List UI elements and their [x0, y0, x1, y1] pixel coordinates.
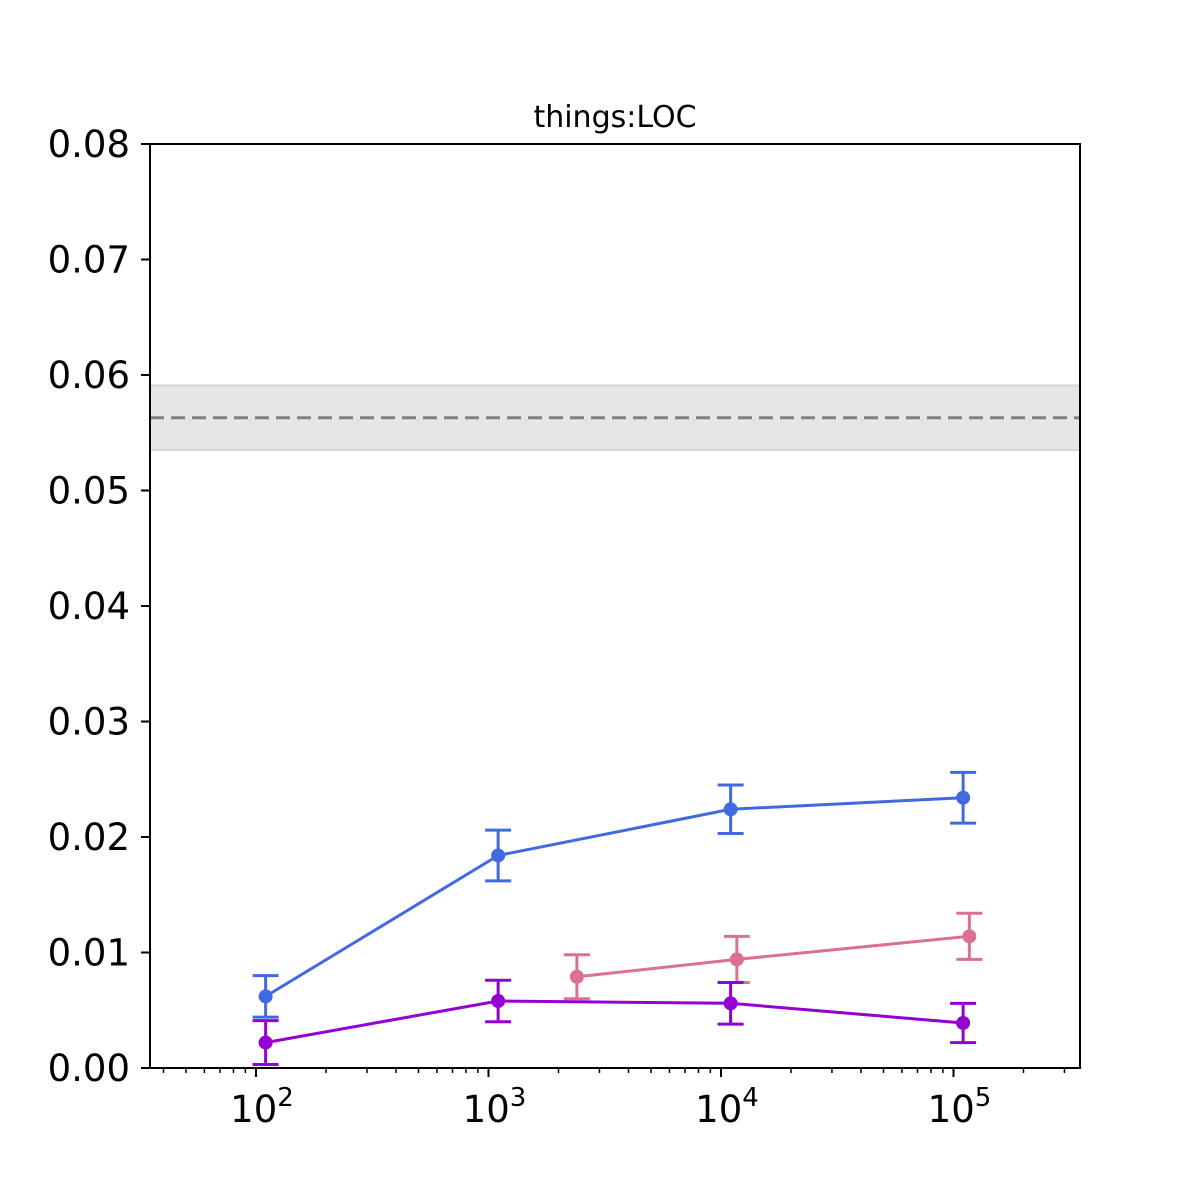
data-point	[258, 1035, 273, 1050]
y-tick-label: 0.03	[48, 701, 130, 744]
data-point	[258, 989, 273, 1004]
chart-title: things:LOC	[533, 100, 696, 135]
data-point	[956, 1015, 971, 1030]
data-point	[729, 952, 744, 967]
y-tick-label: 0.02	[48, 816, 130, 859]
y-tick-label: 0.05	[48, 470, 130, 513]
series-line	[265, 999, 964, 1045]
series-layer	[252, 770, 983, 1067]
series-line	[264, 796, 964, 998]
data-point	[956, 790, 971, 805]
data-point	[723, 802, 738, 817]
y-tick-label: 0.04	[48, 585, 130, 628]
y-tick-label: 0.00	[48, 1047, 130, 1090]
reference-band-layer	[149, 384, 1081, 452]
x-tick-label: 104	[695, 1083, 759, 1131]
series-3	[252, 978, 977, 1067]
data-point	[491, 848, 506, 863]
y-tick-label: 0.07	[48, 239, 130, 282]
data-point	[962, 929, 977, 944]
y-tick-label: 0.08	[48, 123, 130, 166]
series-2	[563, 911, 983, 1001]
y-tick-label: 0.06	[48, 354, 130, 397]
x-tick-label: 102	[230, 1083, 294, 1131]
y-tick-label: 0.01	[48, 932, 130, 975]
data-point	[491, 994, 506, 1009]
data-point	[723, 996, 738, 1011]
y-axis: 0.00 0.01 0.02 0.03 0.04 0.05 0.06 0.07 0.08	[48, 123, 150, 1090]
x-tick-label: 105	[928, 1083, 992, 1131]
x-axis: 102 103 104 105	[162, 1068, 1066, 1131]
series-1	[252, 770, 977, 1019]
x-tick-label: 103	[463, 1083, 527, 1131]
data-point	[569, 969, 584, 984]
